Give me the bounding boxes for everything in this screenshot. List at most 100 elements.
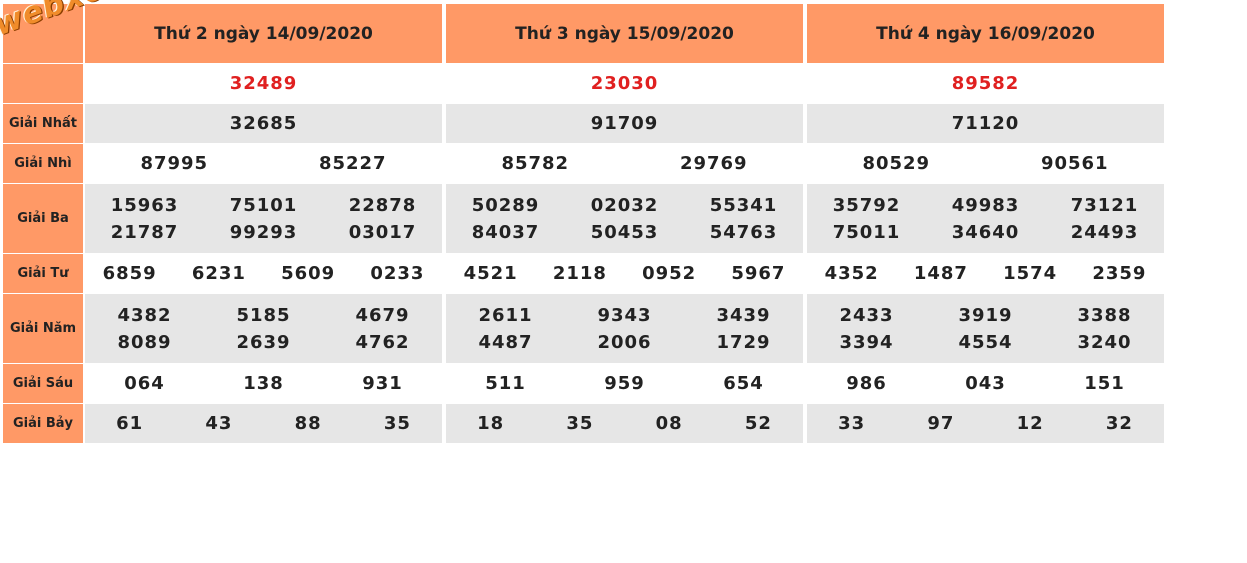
third-prize: 84037 [471, 221, 540, 243]
third-prize: 03017 [348, 221, 417, 243]
fifth-prize: 2006 [597, 331, 652, 353]
third-prize: 21787 [110, 221, 179, 243]
seventh-prize: 61 [116, 413, 144, 434]
label-seventh: Giải Bảy [3, 404, 83, 444]
fifth-prize: 3240 [1077, 331, 1132, 353]
third-prize: 35792 [832, 194, 901, 216]
third-prize: 15963 [110, 194, 179, 216]
day-column: Thứ 4 ngày 16/09/2020 89582 71120 80529 … [807, 4, 1164, 444]
fifth-prize-row: 2433 3919 3388 3394 4554 3240 [807, 294, 1164, 364]
sixth-prize: 151 [1084, 373, 1125, 394]
seventh-prize: 08 [655, 413, 683, 434]
second-prize-row: 85782 29769 [446, 144, 803, 184]
fifth-prize: 9343 [597, 304, 652, 326]
third-prize-row: 35792 49983 73121 75011 34640 24493 [807, 184, 1164, 254]
special-prize: 32489 [85, 64, 442, 104]
fifth-prize: 4487 [478, 331, 533, 353]
fifth-prize: 4679 [355, 304, 410, 326]
fourth-prize: 0233 [370, 263, 425, 284]
second-prize-row: 80529 90561 [807, 144, 1164, 184]
fourth-prize: 6231 [191, 263, 246, 284]
third-prize: 75101 [229, 194, 298, 216]
second-prize: 87995 [140, 153, 209, 174]
fifth-prize: 3388 [1077, 304, 1132, 326]
sixth-prize-row: 986 043 151 [807, 364, 1164, 404]
fourth-prize: 5967 [731, 263, 786, 284]
third-prize: 99293 [229, 221, 298, 243]
seventh-prize: 18 [477, 413, 505, 434]
day-header: Thứ 2 ngày 14/09/2020 [85, 4, 442, 64]
fifth-prize-row: 2611 9343 3439 4487 2006 1729 [446, 294, 803, 364]
label-fifth: Giải Năm [3, 294, 83, 364]
corner-cell [3, 4, 83, 64]
label-second: Giải Nhì [3, 144, 83, 184]
third-prize: 50453 [590, 221, 659, 243]
day-column: Thứ 2 ngày 14/09/2020 32489 32685 87995 … [85, 4, 442, 444]
day-column: Thứ 3 ngày 15/09/2020 23030 91709 85782 … [446, 4, 803, 444]
third-prize: 54763 [709, 221, 778, 243]
first-prize: 32685 [85, 104, 442, 144]
sixth-prize: 986 [846, 373, 887, 394]
seventh-prize: 88 [294, 413, 322, 434]
second-prize: 85227 [318, 153, 387, 174]
third-prize-row: 50289 02032 55341 84037 50453 54763 [446, 184, 803, 254]
sixth-prize-row: 511 959 654 [446, 364, 803, 404]
second-prize: 85782 [501, 153, 570, 174]
first-prize: 91709 [446, 104, 803, 144]
sixth-prize: 654 [723, 373, 764, 394]
lottery-results-table: Giải Nhất Giải Nhì Giải Ba Giải Tư Giải … [3, 4, 1164, 444]
third-prize: 22878 [348, 194, 417, 216]
label-first: Giải Nhất [3, 104, 83, 144]
sixth-prize: 064 [124, 373, 165, 394]
sixth-prize: 511 [485, 373, 526, 394]
seventh-prize: 97 [927, 413, 955, 434]
sixth-prize: 959 [604, 373, 645, 394]
seventh-prize: 12 [1016, 413, 1044, 434]
label-special [3, 64, 83, 104]
first-prize: 71120 [807, 104, 1164, 144]
third-prize: 24493 [1070, 221, 1139, 243]
prize-label-column: Giải Nhất Giải Nhì Giải Ba Giải Tư Giải … [3, 4, 83, 444]
fourth-prize-row: 6859 6231 5609 0233 [85, 254, 442, 294]
fifth-prize: 4382 [117, 304, 172, 326]
third-prize: 55341 [709, 194, 778, 216]
second-prize-row: 87995 85227 [85, 144, 442, 184]
fourth-prize: 2118 [552, 263, 607, 284]
fifth-prize: 2433 [839, 304, 894, 326]
third-prize: 50289 [471, 194, 540, 216]
seventh-prize: 52 [744, 413, 772, 434]
seventh-prize: 35 [566, 413, 594, 434]
fifth-prize: 1729 [716, 331, 771, 353]
fourth-prize: 1574 [1003, 263, 1058, 284]
sixth-prize: 138 [243, 373, 284, 394]
fourth-prize-row: 4521 2118 0952 5967 [446, 254, 803, 294]
third-prize: 73121 [1070, 194, 1139, 216]
label-sixth: Giải Sáu [3, 364, 83, 404]
seventh-prize: 32 [1105, 413, 1133, 434]
third-prize-row: 15963 75101 22878 21787 99293 03017 [85, 184, 442, 254]
fifth-prize: 2639 [236, 331, 291, 353]
third-prize: 75011 [832, 221, 901, 243]
fourth-prize: 4352 [824, 263, 879, 284]
second-prize: 80529 [862, 153, 931, 174]
fifth-prize-row: 4382 5185 4679 8089 2639 4762 [85, 294, 442, 364]
fifth-prize: 3439 [716, 304, 771, 326]
seventh-prize: 43 [205, 413, 233, 434]
special-prize: 23030 [446, 64, 803, 104]
label-fourth: Giải Tư [3, 254, 83, 294]
fourth-prize-row: 4352 1487 1574 2359 [807, 254, 1164, 294]
fourth-prize: 5609 [281, 263, 336, 284]
fourth-prize: 1487 [913, 263, 968, 284]
seventh-prize-row: 18 35 08 52 [446, 404, 803, 444]
seventh-prize-row: 33 97 12 32 [807, 404, 1164, 444]
seventh-prize: 33 [838, 413, 866, 434]
seventh-prize: 35 [383, 413, 411, 434]
day-header: Thứ 3 ngày 15/09/2020 [446, 4, 803, 64]
fifth-prize: 4762 [355, 331, 410, 353]
third-prize: 34640 [951, 221, 1020, 243]
sixth-prize-row: 064 138 931 [85, 364, 442, 404]
fourth-prize: 6859 [102, 263, 157, 284]
fifth-prize: 2611 [478, 304, 533, 326]
fourth-prize: 4521 [463, 263, 518, 284]
fifth-prize: 3394 [839, 331, 894, 353]
